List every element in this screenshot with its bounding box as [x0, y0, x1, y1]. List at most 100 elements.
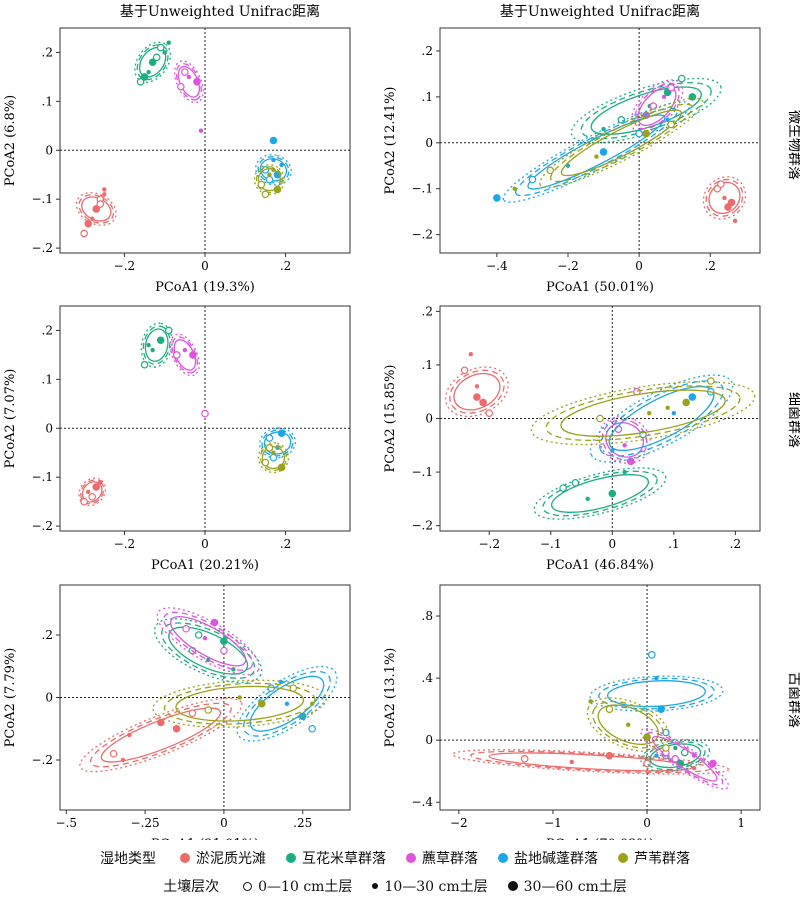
- data-point: [265, 434, 274, 442]
- x-tick-label: .2: [704, 259, 715, 273]
- legend-open-circle-icon: [243, 881, 253, 891]
- legend-item-phragmites: 芦苇群落: [618, 848, 690, 868]
- y-tick-label: −.1: [31, 470, 53, 484]
- legend-small-dot-icon: [372, 883, 379, 889]
- y-tick-label: .1: [422, 358, 433, 372]
- data-point: [193, 78, 201, 86]
- data-point: [682, 398, 690, 407]
- data-point: [309, 701, 315, 706]
- data-point: [474, 384, 480, 389]
- data-point: [188, 709, 197, 717]
- confidence-ellipse: [592, 700, 665, 749]
- data-point: [85, 489, 91, 495]
- x-tick-label: .2: [730, 537, 741, 551]
- plot-area: [451, 651, 730, 790]
- data-point: [605, 751, 614, 760]
- data-point: [605, 705, 614, 713]
- x-tick-label: 1: [737, 816, 745, 830]
- data-point: [671, 410, 677, 416]
- y-tick-label: −.1: [411, 465, 433, 479]
- data-point: [284, 701, 290, 706]
- confidence-ellipse: [449, 369, 505, 414]
- data-point: [512, 186, 517, 191]
- x-axis-label: PCoA1 (50.01%): [546, 280, 654, 295]
- y-tick-label: −.2: [411, 228, 433, 242]
- data-point: [194, 631, 203, 639]
- y-tick-label: 0: [45, 691, 53, 705]
- legend-item-layer-0-10: 0—10 cm土层: [243, 876, 352, 896]
- data-point: [140, 73, 149, 81]
- data-point: [271, 157, 276, 163]
- legend-dot-suaeda: [498, 853, 508, 863]
- data-point: [691, 753, 697, 758]
- data-point: [688, 93, 697, 101]
- y-axis-label: PCoA2 (6.8%): [3, 95, 18, 186]
- data-point: [210, 618, 219, 627]
- x-tick-label: .1: [668, 537, 679, 551]
- confidence-ellipse: [156, 607, 260, 676]
- data-point: [571, 478, 580, 487]
- data-point: [261, 458, 270, 467]
- confidence-ellipse: [533, 467, 667, 520]
- x-axis-label: PCoA1 (46.84%): [546, 558, 654, 573]
- data-point: [173, 351, 181, 359]
- data-point: [676, 759, 684, 768]
- legend-label-scirpus: 藨草群落: [422, 851, 478, 867]
- confidence-ellipse: [453, 372, 501, 411]
- data-point: [279, 162, 284, 168]
- panels: −.2 0 .2 −.2 −.1 0 .1 .2 PCoA1 (19.3%) PCoA2 (6.8…: [3, 27, 761, 840]
- x-axis-label: PCoA1 (70.02%): [546, 837, 654, 840]
- row-label-archaea: 古菌群落: [786, 672, 800, 728]
- legend-dot-mudflat: [180, 853, 190, 863]
- data-point: [102, 192, 107, 197]
- data-point: [485, 409, 494, 417]
- confidence-ellipse: [175, 685, 305, 722]
- y-axis-label: PCoA2 (15.85%): [383, 364, 398, 472]
- confidence-ellipse: [527, 114, 666, 190]
- data-point: [109, 749, 118, 758]
- confidence-ellipse: [161, 622, 256, 679]
- legend-item-layer-30-60: 30—60 cm土层: [507, 876, 627, 896]
- data-point: [608, 489, 617, 498]
- confidence-ellipse: [249, 675, 325, 732]
- data-point: [120, 757, 126, 763]
- confidence-ellipse: [539, 97, 704, 188]
- y-tick-label: .4: [422, 671, 434, 685]
- data-point: [569, 759, 574, 765]
- legend-label-suaeda: 盐地碱蓬群落: [514, 851, 598, 867]
- confidence-ellipse: [173, 339, 197, 371]
- legend-group-title: 湿地类型: [100, 851, 156, 867]
- confidence-ellipse: [140, 322, 173, 368]
- data-point: [654, 753, 659, 758]
- x-tick-label: −2: [450, 816, 468, 830]
- legend-dot-phragmites: [618, 853, 628, 863]
- data-point: [677, 74, 686, 83]
- data-point: [257, 180, 266, 189]
- x-tick-label: 0: [643, 816, 651, 830]
- confidence-ellipse: [705, 178, 744, 217]
- data-point: [559, 484, 567, 492]
- legend-label-phragmites: 芦苇群落: [634, 851, 690, 867]
- data-point: [596, 414, 604, 423]
- y-tick-label: −.2: [31, 753, 53, 767]
- x-tick-label: 0: [201, 259, 209, 273]
- x-tick-label: −.4: [486, 259, 508, 273]
- legend-label-mudflat: 淤泥质光滩: [196, 851, 266, 867]
- confidence-ellipse: [640, 728, 730, 790]
- data-point: [665, 405, 670, 410]
- x-tick-label: −.2: [114, 537, 136, 551]
- x-tick-label: −.1: [540, 537, 562, 551]
- confidence-ellipse: [169, 333, 200, 377]
- data-point: [599, 148, 608, 156]
- row-label-bacteria: 细菌群落: [786, 392, 800, 448]
- confidence-ellipse: [651, 736, 718, 782]
- confidence-ellipse: [144, 328, 169, 362]
- column-title-left: 基于Unweighted Unifrac距离: [120, 3, 320, 20]
- figure-canvas: 基于Unweighted Unifrac距离 基于Unweighted Unif…: [3, 3, 800, 840]
- legend-dot-scirpus: [406, 853, 416, 863]
- y-tick-label: 0: [425, 733, 433, 747]
- column-title-right: 基于Unweighted Unifrac距离: [500, 3, 700, 20]
- confidence-ellipse: [599, 380, 724, 457]
- data-point: [157, 718, 165, 727]
- confidence-ellipse: [597, 704, 659, 745]
